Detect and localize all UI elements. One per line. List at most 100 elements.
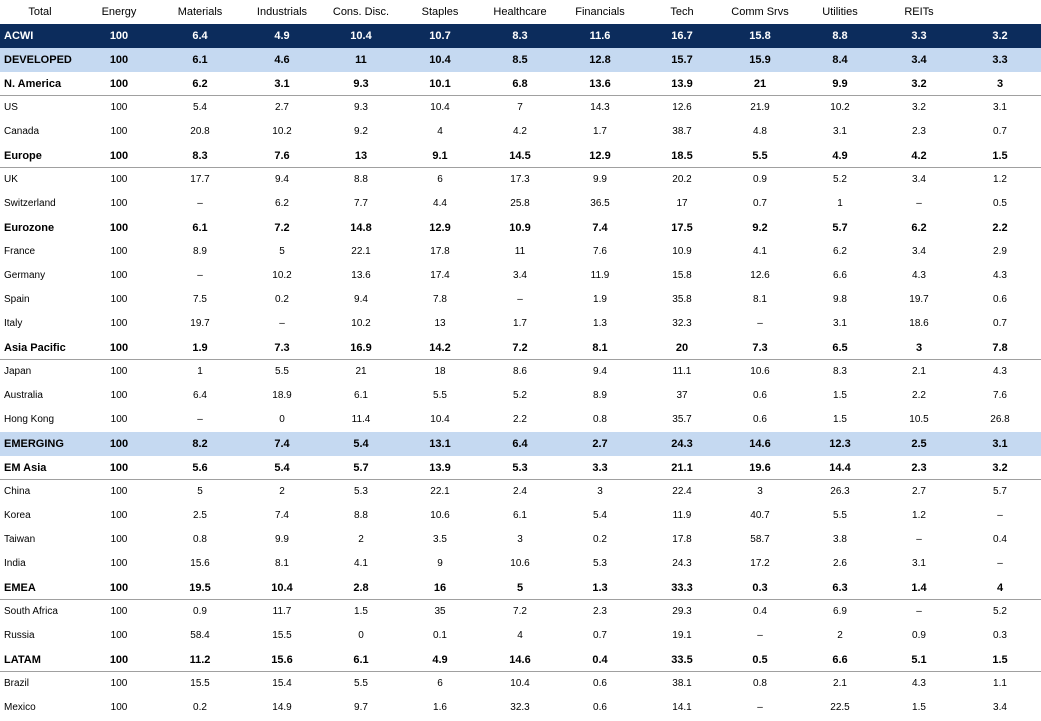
value-cell: 32.3 [672, 318, 692, 329]
value-cell: 9.3 [353, 78, 369, 90]
table-row: ACWI 100 6.4 4.9 10.4 10.7 8.3 11.6 16.7 15.8 8.8 3… [0, 24, 1041, 48]
row-name: UK [4, 174, 18, 185]
value-cell: 15.6 [271, 654, 293, 666]
value-cell: 5 [197, 486, 203, 497]
value-cell: 17.8 [430, 246, 450, 257]
value-cell: 14.4 [829, 462, 851, 474]
value-cell: 7.8 [992, 342, 1008, 354]
row-name: China [4, 486, 31, 497]
value-cell: 9.4 [354, 294, 368, 305]
value-cell: 4.1 [753, 246, 767, 257]
value-cell: 8.8 [354, 510, 368, 521]
value-cell: 0.6 [753, 414, 767, 425]
header-cell: Energy [101, 6, 137, 18]
value-cell: 10.9 [509, 222, 531, 234]
row-name: India [4, 558, 26, 569]
value-cell: 4.9 [432, 654, 448, 666]
row-name: US [4, 102, 18, 113]
value-cell: 6.2 [192, 78, 208, 90]
value-cell: 2 [279, 486, 285, 497]
value-cell: 100 [110, 534, 128, 545]
value-cell: 5.5 [275, 366, 289, 377]
value-cell: 5.7 [832, 222, 848, 234]
value-cell: 7.3 [274, 342, 290, 354]
value-cell: 100 [110, 390, 128, 401]
value-cell: 10.4 [430, 414, 450, 425]
value-cell: 12.8 [589, 54, 611, 66]
value-cell: 1.3 [592, 582, 608, 594]
value-cell: 3.1 [992, 438, 1008, 450]
row-name: EMEA [4, 582, 36, 594]
value-cell: 100 [109, 342, 129, 354]
value-cell: 8.9 [593, 390, 607, 401]
value-cell: 5.6 [192, 462, 208, 474]
row-name: Spain [4, 294, 30, 305]
value-cell: 100 [110, 318, 128, 329]
value-cell: – [197, 270, 203, 281]
value-cell: – [757, 702, 763, 713]
table-row: Korea 100 2.5 7.4 8.8 10.6 6.1 5.4 11.9 40.7 5.5 1.… [0, 504, 1041, 528]
value-cell: – [517, 294, 523, 305]
value-cell: 1.4 [911, 582, 927, 594]
value-cell: 100 [110, 198, 128, 209]
value-cell: 21.1 [671, 462, 693, 474]
value-cell: 13.6 [589, 78, 611, 90]
value-cell: 3 [996, 78, 1004, 90]
value-cell: 100 [109, 150, 129, 162]
value-cell: 22.1 [430, 486, 450, 497]
table-row: Hong Kong 100 – 0 11.4 10.4 2.2 0.8 35.7 0.6 1.5 10… [0, 408, 1041, 432]
value-cell: 4.3 [912, 678, 926, 689]
value-cell: 0.7 [993, 318, 1007, 329]
value-cell: 3.1 [833, 126, 847, 137]
value-cell: 2.2 [513, 414, 527, 425]
value-cell: 7.4 [275, 510, 289, 521]
value-cell: 8.2 [192, 438, 208, 450]
value-cell: 8.1 [753, 294, 767, 305]
value-cell: 1.9 [593, 294, 607, 305]
value-cell: 0.3 [752, 582, 768, 594]
value-cell: 5.3 [593, 558, 607, 569]
value-cell: 10.2 [272, 126, 292, 137]
value-cell: 1.5 [992, 150, 1008, 162]
value-cell: 0.6 [993, 294, 1007, 305]
table-row: LATAM 100 11.2 15.6 6.1 4.9 14.6 0.4 33.5 0.5 6.6 5… [0, 648, 1041, 672]
value-cell: 5.5 [354, 678, 368, 689]
value-cell: 3.3 [592, 462, 608, 474]
value-cell: 0.6 [593, 678, 607, 689]
value-cell: 5.2 [513, 390, 527, 401]
value-cell: 0.2 [275, 294, 289, 305]
value-cell: 8.8 [354, 174, 368, 185]
table-row: Brazil 100 15.5 15.4 5.5 6 10.4 0.6 38.1 0.8 2.1 4.… [0, 672, 1041, 696]
value-cell: 36.5 [590, 198, 610, 209]
value-cell: 10.5 [909, 414, 929, 425]
value-cell: 3.3 [992, 54, 1008, 66]
value-cell: 3.4 [993, 702, 1007, 713]
value-cell: 10.6 [510, 558, 530, 569]
value-cell: 18.6 [909, 318, 929, 329]
row-name: Taiwan [4, 534, 36, 545]
header-cell: Cons. Disc. [332, 6, 390, 18]
value-cell: 7 [517, 102, 523, 113]
value-cell: 1.7 [513, 318, 527, 329]
value-cell: 4.4 [433, 198, 447, 209]
value-cell: 20.2 [672, 174, 692, 185]
value-cell: 3.4 [513, 270, 527, 281]
value-cell: 38.1 [672, 678, 692, 689]
table-row: India 100 15.6 8.1 4.1 9 10.6 5.3 24.3 17.2 2.6 3.1… [0, 552, 1041, 576]
value-cell: 3.1 [833, 318, 847, 329]
table-row: Europe 100 8.3 7.6 13 9.1 14.5 12.9 18.5 5.5 4.9 4.… [0, 144, 1041, 168]
table-row: EMERGING 100 8.2 7.4 5.4 13.1 6.4 2.7 24.3 14.6 12… [0, 432, 1041, 456]
value-cell: 100 [110, 414, 128, 425]
value-cell: 7.7 [354, 198, 368, 209]
table-row: Eurozone 100 6.1 7.2 14.8 12.9 10.9 7.4 17.5 9.2 5… [0, 216, 1041, 240]
value-cell: 100 [109, 30, 129, 42]
table-row: Australia 100 6.4 18.9 6.1 5.5 5.2 8.9 37 0.6 1.5 2… [0, 384, 1041, 408]
value-cell: 6.4 [512, 438, 528, 450]
value-cell: 0.5 [993, 198, 1007, 209]
table-row: EMEA 100 19.5 10.4 2.8 16 5 1.3 33.3 0.3 6.3 1.4 4 [0, 576, 1041, 600]
value-cell: 4 [517, 630, 523, 641]
value-cell: 40.7 [750, 510, 770, 521]
value-cell: 16.9 [350, 342, 372, 354]
value-cell: 32.3 [510, 702, 530, 713]
